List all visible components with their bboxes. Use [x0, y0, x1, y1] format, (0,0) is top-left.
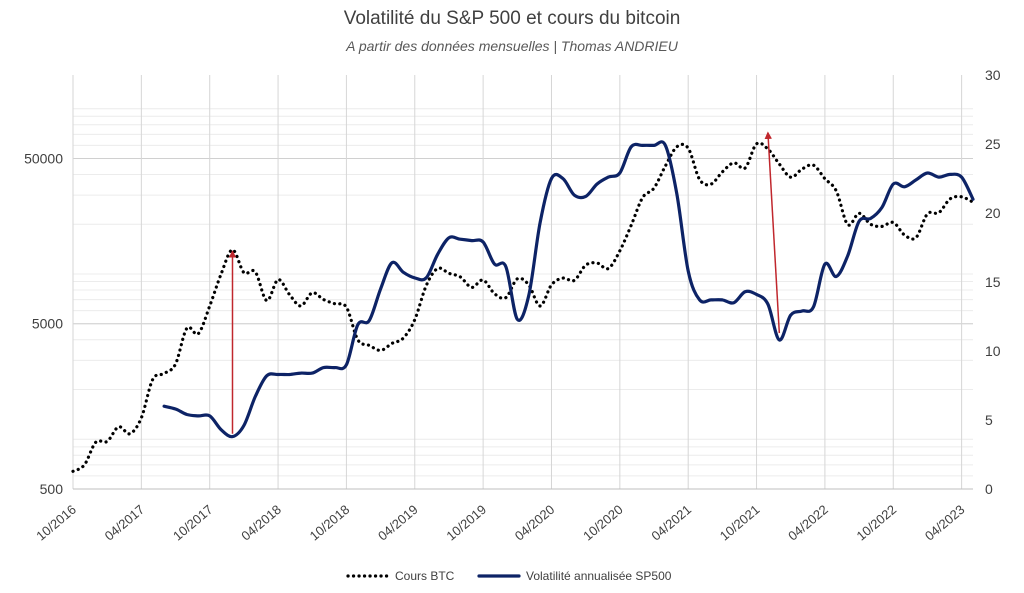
right-axis-tick-label: 30 [985, 67, 1001, 83]
annotation-arrow [764, 131, 781, 334]
x-axis-tick-label: 04/2019 [375, 502, 421, 544]
right-axis-tick-label: 20 [985, 205, 1001, 221]
chart-subtitle: A partir des données mensuelles | Thomas… [346, 38, 678, 54]
right-axis-tick-label: 10 [985, 343, 1001, 359]
x-axis-tick-label: 10/2017 [170, 502, 216, 544]
legend-label: Volatilité annualisée SP500 [526, 569, 672, 583]
btc-price-line [71, 141, 975, 473]
legend-label: Cours BTC [395, 569, 455, 583]
x-axis-tick-label: 10/2016 [33, 502, 79, 544]
legend: Cours BTC Volatilité annualisée SP500 [346, 569, 672, 583]
x-axis-tick-label: 10/2021 [717, 502, 763, 544]
right-axis-tick-label: 25 [985, 136, 1001, 152]
x-axis-tick-label: 10/2022 [854, 502, 900, 544]
annotations [228, 131, 781, 434]
right-axis-tick-label: 15 [985, 274, 1001, 290]
left-axis-tick-label: 5000 [32, 316, 63, 332]
x-axis-tick-label: 04/2017 [102, 502, 148, 544]
x-axis-tick-label: 10/2018 [307, 502, 353, 544]
x-axis: 10/2016 04/2017 10/2017 04/2018 10/2018 04/20… [33, 502, 967, 544]
chart-title: Volatilité du S&P 500 et cours du bitcoi… [343, 8, 681, 29]
left-axis-tick-label: 500 [40, 481, 64, 497]
left-axis: 500 5000 50000 [24, 150, 63, 497]
x-axis-tick-label: 04/2022 [785, 502, 831, 544]
x-axis-tick-label: 10/2020 [580, 502, 626, 544]
gridlines [72, 75, 973, 490]
sp500-volatility-line [162, 140, 975, 439]
left-axis-tick-label: 50000 [24, 150, 63, 166]
x-axis-tick-label: 04/2018 [238, 502, 284, 544]
right-axis: 0 5 10 15 20 25 30 [985, 67, 1001, 497]
x-axis-tick-label: 10/2019 [443, 502, 489, 544]
right-axis-tick-label: 5 [985, 412, 993, 428]
x-axis-tick-label: 04/2021 [648, 502, 694, 544]
x-axis-tick-label: 04/2020 [512, 502, 558, 544]
right-axis-tick-label: 0 [985, 481, 993, 497]
series-layer [71, 140, 975, 473]
x-axis-tick-label: 04/2023 [922, 502, 968, 544]
